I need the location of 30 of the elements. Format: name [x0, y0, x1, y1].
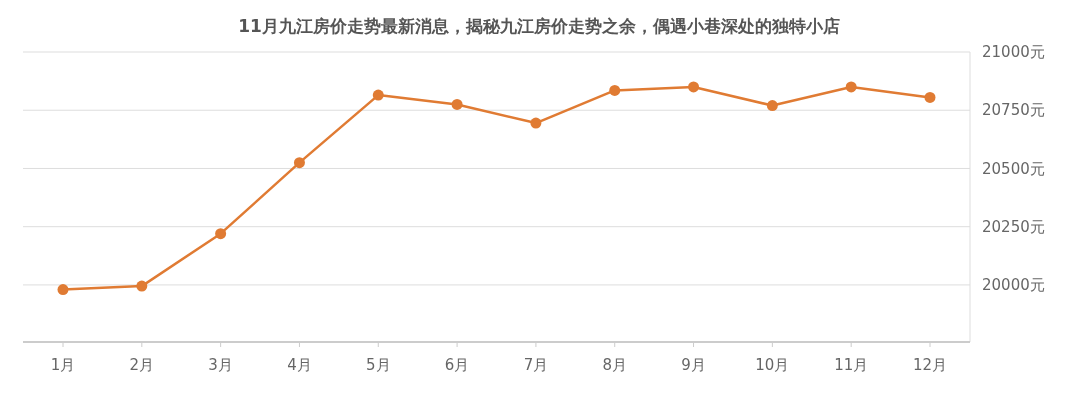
x-tick-label: 9月 — [681, 356, 706, 374]
x-tick-label: 1月 — [50, 356, 76, 374]
x-tick-label: 7月 — [523, 356, 549, 374]
x-tick-label: 12月 — [912, 356, 948, 374]
point — [766, 100, 778, 112]
point — [215, 228, 227, 240]
point — [372, 89, 384, 101]
point — [293, 157, 305, 169]
point — [530, 117, 542, 129]
y-tick-label: 20250元 — [982, 217, 1045, 236]
y-tick-label: 21000元 — [982, 43, 1045, 62]
point — [451, 98, 463, 110]
x-tick-label: 4月 — [287, 356, 312, 374]
x-tick-label: 11月 — [834, 356, 869, 374]
x-tick-label: 5月 — [366, 356, 391, 374]
x-tick-label: 2月 — [129, 356, 155, 374]
point — [609, 84, 621, 96]
x-tick-label: 8月 — [602, 356, 627, 374]
y-tick-label: 20000元 — [982, 276, 1045, 295]
point — [845, 81, 857, 93]
x-tick-label: 3月 — [208, 356, 233, 374]
x-tick-label: 6月 — [444, 356, 470, 374]
point — [136, 280, 148, 292]
point — [688, 81, 700, 93]
y-tick-label: 20750元 — [982, 101, 1045, 120]
point — [924, 91, 936, 103]
point — [57, 284, 69, 296]
chart-title: 11月九江房价走势最新消息，揭秘九江房价走势之余，偶遇小巷深处的独特小店 — [238, 16, 840, 36]
y-tick-label: 20500元 — [982, 159, 1045, 178]
x-tick-label: 10月 — [755, 356, 790, 374]
